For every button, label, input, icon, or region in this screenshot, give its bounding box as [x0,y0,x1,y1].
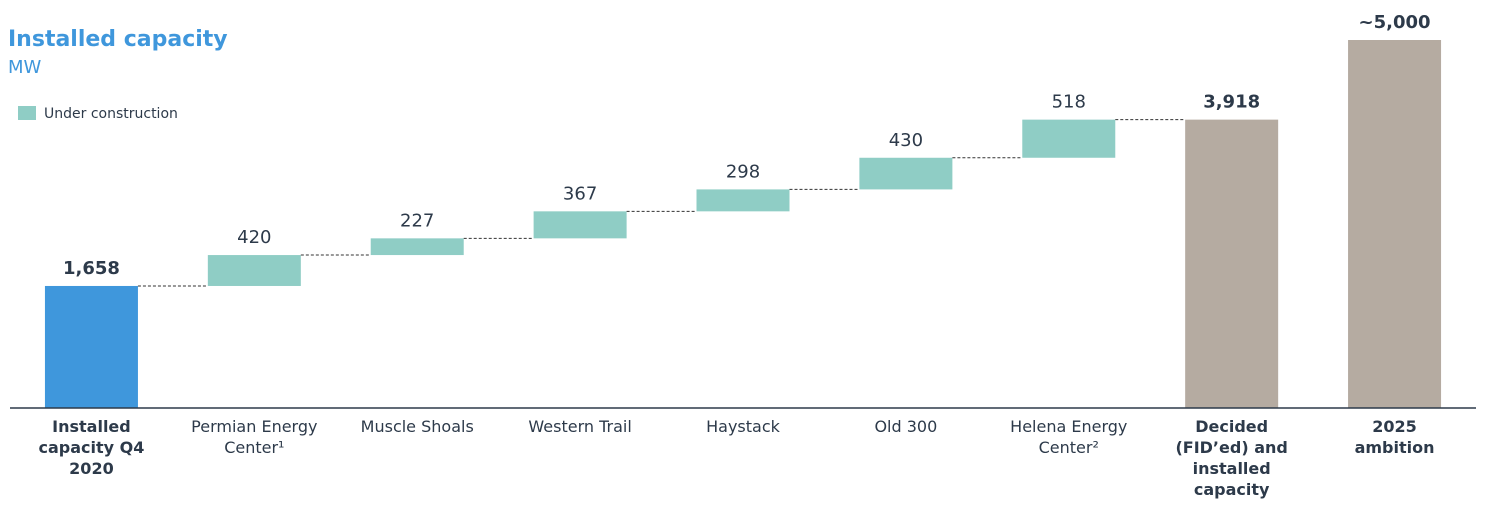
x-tick-label: Installed capacity Q4 2020 [38,417,145,478]
legend-swatch [18,106,36,120]
x-tick-label: Muscle Shoals [360,417,474,436]
bar [1348,40,1442,408]
value-label: 1,658 [63,258,120,279]
value-label: 420 [237,227,271,248]
value-label: ~5,000 [1359,12,1431,33]
value-label: 3,918 [1203,92,1260,113]
x-tick-label: Helena Energy Center² [1010,417,1128,457]
legend-label: Under construction [44,106,178,122]
bar [207,255,301,286]
x-tick-label: Old 300 [874,417,938,436]
value-label: 367 [563,183,597,204]
bar [44,285,138,408]
x-tick-label: 2025 ambition [1354,417,1435,457]
x-tick-label: Western Trail [528,417,632,436]
x-tick-label: Haystack [706,417,780,436]
value-label: 298 [726,161,760,182]
chart-subtitle: MW [8,57,42,78]
value-label: 227 [400,210,434,231]
x-tick-label: Permian Energy Center¹ [191,417,318,457]
bar [370,238,464,256]
bar [1185,119,1279,409]
bar [1022,119,1116,158]
value-label: 430 [889,130,923,151]
value-label: 518 [1052,92,1086,113]
x-tick-label: Decided (FID’ed) and installed capacity [1175,417,1288,499]
bar [533,211,627,239]
bar [696,189,790,212]
bar [859,157,953,190]
chart-title: Installed capacity [8,27,228,52]
